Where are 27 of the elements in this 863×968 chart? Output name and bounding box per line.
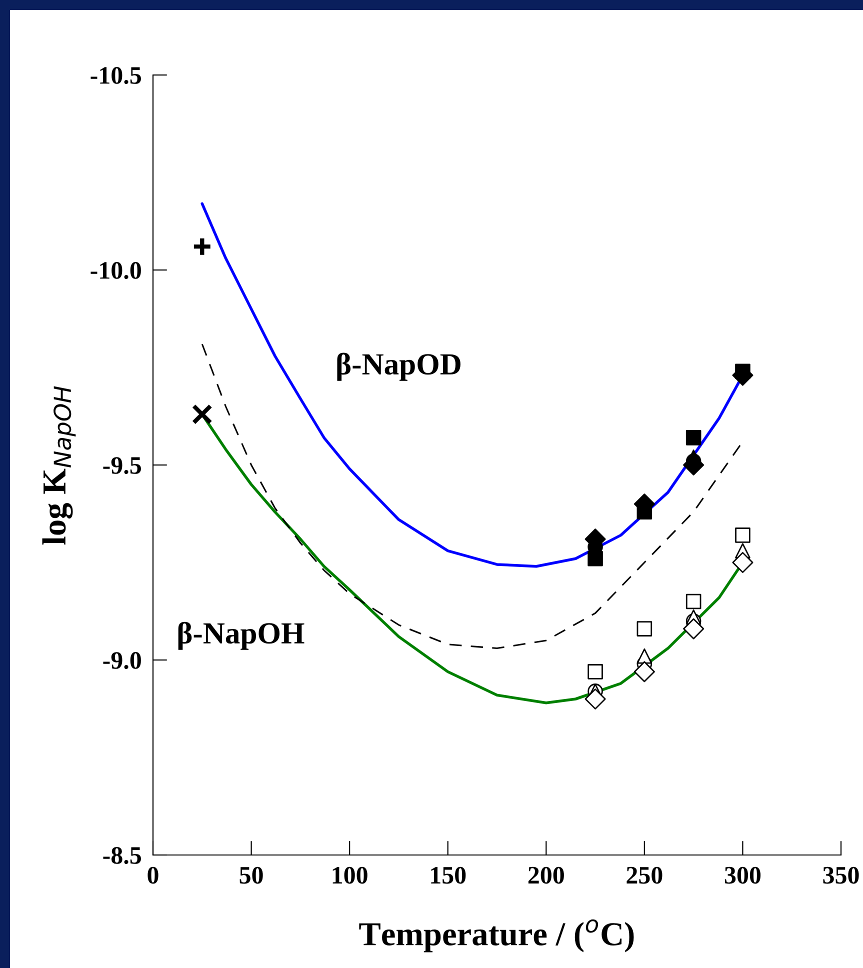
point: [192, 236, 212, 257]
point: [686, 430, 702, 446]
point: [735, 528, 750, 543]
point: [686, 594, 702, 610]
x-tick-label: 300: [724, 866, 761, 884]
x-tick-label: 50: [240, 866, 263, 884]
y-tick-label: -9.5: [103, 457, 141, 474]
point: [588, 664, 603, 680]
point: [636, 621, 652, 636]
point: [584, 688, 606, 710]
x-tick-label: 150: [431, 866, 466, 884]
point: [192, 404, 212, 425]
y-tick-label: -9.0: [103, 652, 141, 670]
x-axis-title: Temperature / ($^{o}$C): [359, 919, 634, 952]
x-tick-label: 200: [528, 866, 564, 884]
x-tick-label: 350: [823, 866, 859, 884]
series-label: β-NapOD: [337, 352, 460, 381]
series-label: β-NapOH: [178, 622, 304, 650]
x-tick-label: 250: [626, 866, 662, 884]
y-tick-label: -10.5: [90, 67, 141, 84]
x-tick-label: 100: [332, 866, 368, 884]
y-tick-label: -10.0: [90, 262, 141, 280]
point: [732, 552, 754, 574]
point: [683, 618, 704, 640]
y-axis-title: log K$_{NapOH}$: [42, 386, 76, 545]
x-tick-label: 0: [148, 866, 158, 884]
y-tick-label: -8.5: [103, 847, 141, 864]
